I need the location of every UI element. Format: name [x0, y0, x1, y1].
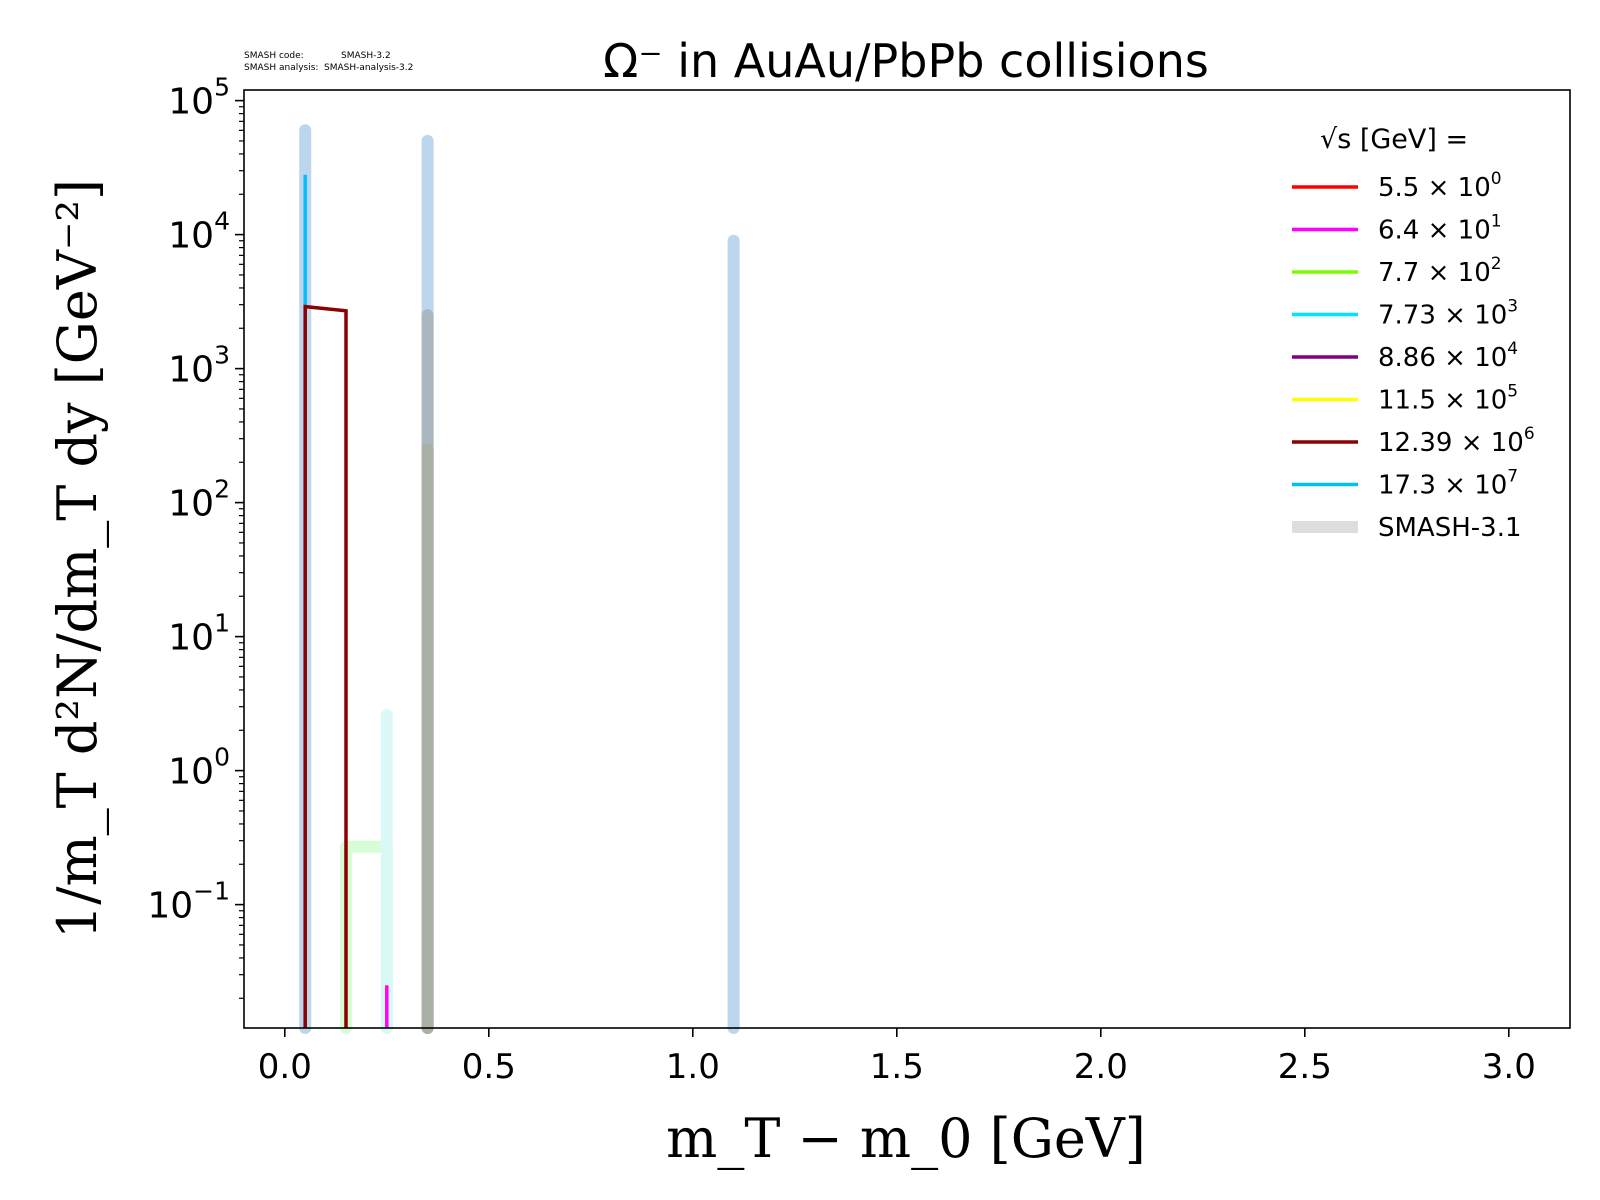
y-axis: 10−1 100 101 102 103 104 105 — [147, 73, 244, 999]
x-axis: 0.0 0.5 1.0 1.5 2.0 2.5 3.0 — [258, 1028, 1536, 1087]
y-tick-label-4: 103 — [168, 341, 230, 391]
chart-title: Ω⁻ in AuAu/PbPb collisions — [603, 34, 1209, 88]
x-tick-label-1: 0.5 — [462, 1047, 516, 1087]
legend-label-8: SMASH-3.1 — [1378, 513, 1522, 543]
legend-label-2: 7.7 × 102 — [1378, 254, 1502, 288]
analysis-value: SMASH-analysis-3.2 — [324, 63, 413, 73]
x-tick-label-2: 1.0 — [666, 1047, 720, 1087]
version-label: SMASH code: SMASH-3.2 SMASH analysis: SM… — [244, 51, 413, 73]
legend-label-4: 8.86 × 104 — [1378, 339, 1518, 373]
legend: √s [GeV] = 5.5 × 100 6.4 × 101 7.7 × 102 7.… — [1292, 124, 1535, 543]
series-line-2 — [303, 304, 348, 1028]
x-tick-label-3: 1.5 — [870, 1047, 924, 1087]
legend-label-5: 11.5 × 105 — [1378, 382, 1518, 416]
x-axis-label: m_T − m_0 [GeV] — [666, 1107, 1146, 1170]
x-tick-label-6: 3.0 — [1482, 1047, 1536, 1087]
code-value: SMASH-3.2 — [341, 51, 391, 61]
legend-title: √s [GeV] = — [1320, 124, 1468, 155]
x-tick-label-0: 0.0 — [258, 1047, 312, 1087]
y-axis-label: 1/m_T d²N/dm_T dy [GeV⁻²] — [46, 179, 109, 939]
code-label: SMASH code: — [244, 51, 304, 61]
legend-label-3: 7.73 × 103 — [1378, 297, 1518, 331]
plot-frame — [243, 89, 1571, 1029]
y-tick-label-0: 10−1 — [147, 877, 230, 927]
y-tick-label-3: 102 — [168, 475, 230, 525]
y-tick-label-6: 105 — [168, 73, 230, 123]
legend-label-0: 5.5 × 100 — [1378, 169, 1502, 203]
legend-label-6: 12.39 × 106 — [1378, 424, 1535, 458]
series-layer — [303, 174, 389, 1028]
y-tick-label-2: 101 — [168, 609, 230, 659]
y-tick-label-5: 104 — [168, 207, 230, 257]
x-tick-label-5: 2.5 — [1278, 1047, 1332, 1087]
analysis-label: SMASH analysis: — [244, 63, 318, 73]
y-tick-label-1: 100 — [168, 743, 230, 793]
legend-label-1: 6.4 × 101 — [1378, 212, 1502, 246]
x-tick-label-4: 2.0 — [1074, 1047, 1128, 1087]
legend-label-7: 17.3 × 107 — [1378, 467, 1518, 501]
